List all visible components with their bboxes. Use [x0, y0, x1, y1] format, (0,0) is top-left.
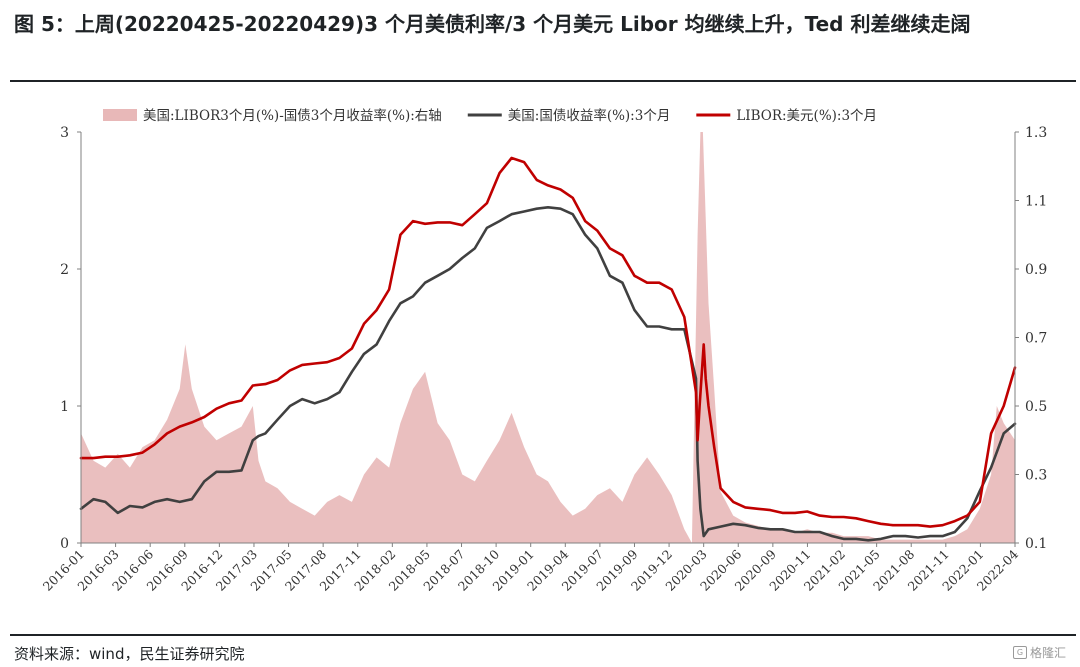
- series-line-2: [79, 156, 1017, 528]
- y-left-tick-label: 0: [60, 536, 69, 552]
- y-left-tick-label: 1: [60, 399, 69, 415]
- watermark-text: 格隆汇: [1029, 646, 1066, 660]
- watermark-icon: G: [1012, 646, 1027, 659]
- series-area-0: [81, 132, 1015, 543]
- y-right-tick-label: 1.1: [1025, 194, 1047, 210]
- spread-area-layer: [81, 132, 1015, 543]
- y-right-tick-label: 0.7: [1025, 331, 1047, 347]
- title-divider: [10, 80, 1076, 82]
- y-right-tick-label: 0.3: [1025, 468, 1047, 484]
- figure-title: 图 5：上周(20220425-20220429)3 个月美债利率/3 个月美元…: [14, 12, 971, 36]
- y-right-tick-label: 0.1: [1025, 536, 1047, 552]
- y-right-tick-label: 0.5: [1025, 399, 1047, 415]
- footer-divider: [10, 634, 1076, 636]
- y-right-tick-label: 0.9: [1025, 262, 1047, 278]
- legend: 美国:LIBOR3个月(%)-国债3个月收益率(%):右轴 美国:国债收益率(%)…: [103, 107, 877, 124]
- y-left-tick-label: 3: [60, 125, 69, 141]
- legend-label-0: 美国:LIBOR3个月(%)-国债3个月收益率(%):右轴: [143, 107, 442, 124]
- source-note: 资料来源：wind，民生证券研究院: [14, 645, 245, 663]
- series-lines-layer: [79, 156, 1017, 542]
- legend-swatch-0: [103, 109, 137, 121]
- y-right-tick-label: 1.3: [1025, 125, 1047, 141]
- series-line-1: [79, 206, 1017, 542]
- legend-label-2: LIBOR:美元(%):3个月: [736, 108, 877, 124]
- legend-label-1: 美国:国债收益率(%):3个月: [508, 107, 671, 124]
- y-left-tick-label: 2: [60, 262, 69, 278]
- watermark: G 格隆汇: [1012, 644, 1066, 661]
